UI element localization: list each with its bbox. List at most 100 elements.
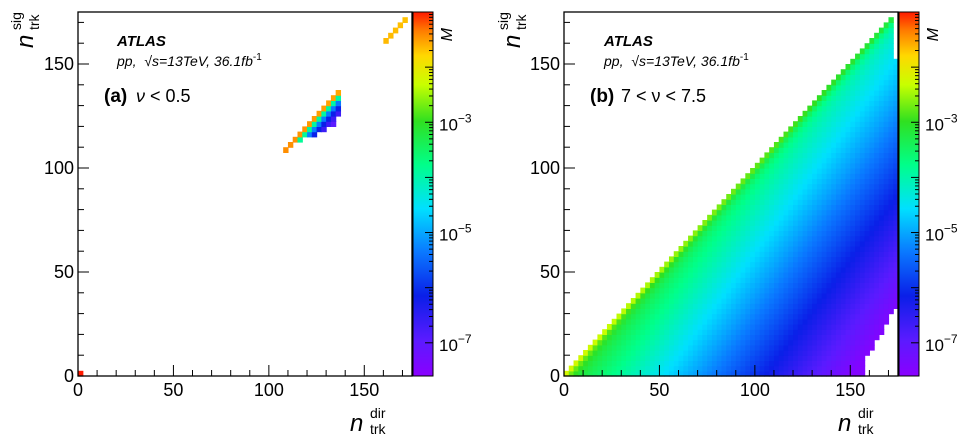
heatmap-cell-b xyxy=(702,220,707,226)
heatmap-cell-b xyxy=(817,256,822,262)
heatmap-cell-b xyxy=(860,106,865,112)
heatmap-cell-b xyxy=(817,158,822,164)
heatmap-cell-b xyxy=(760,272,765,278)
heatmap-cell-b xyxy=(712,319,717,325)
heatmap-cell-b xyxy=(874,204,879,210)
heatmap-cell-b xyxy=(869,282,874,288)
heatmap-cell-b xyxy=(769,230,774,236)
heatmap-cell-b xyxy=(698,241,703,247)
heatmap-cell-b xyxy=(721,210,726,216)
heatmap-cell-b xyxy=(803,366,808,372)
heatmap-cell-b xyxy=(707,288,712,294)
heatmap-cell-b xyxy=(755,246,760,252)
heatmap-cell-b xyxy=(626,324,631,330)
heatmap-cell-b xyxy=(831,158,836,164)
heatmap-cell-b xyxy=(874,80,879,86)
heatmap-cell-b xyxy=(721,267,726,273)
heatmap-cell-b xyxy=(688,314,693,320)
heatmap-cell-b xyxy=(855,215,860,221)
heatmap-cell-b xyxy=(803,204,808,210)
heatmap-cell-b xyxy=(817,100,822,106)
heatmap-cell-b xyxy=(702,272,707,278)
energy-label-a: pp, √s=13TeV, 36.1fb-1 xyxy=(116,52,262,69)
heatmap-cell-b xyxy=(807,293,812,299)
heatmap-cell-b xyxy=(679,251,684,257)
heatmap-cell-b xyxy=(702,308,707,314)
heatmap-cell-b xyxy=(602,340,607,346)
heatmap-cell-b xyxy=(865,137,870,143)
heatmap-cell-b xyxy=(836,340,841,346)
heatmap-cell-b xyxy=(764,178,769,184)
heatmap-cell-b xyxy=(874,168,879,174)
heatmap-cell-b xyxy=(698,345,703,351)
heatmap-cell-b xyxy=(855,74,860,80)
heatmap-cell-b xyxy=(836,194,841,200)
heatmap-cell-b xyxy=(850,126,855,132)
heatmap-cell-b xyxy=(683,277,688,283)
heatmap-cell-b xyxy=(831,106,836,112)
heatmap-cell-b xyxy=(860,90,865,96)
heatmap-cell-b xyxy=(846,210,851,216)
heatmap-cell-b xyxy=(860,241,865,247)
heatmap-cell-b xyxy=(597,334,602,340)
heatmap-cell-b xyxy=(884,95,889,101)
heatmap-cell-b xyxy=(817,345,822,351)
heatmap-cell-b xyxy=(826,111,831,117)
heatmap-cell-b xyxy=(755,204,760,210)
heatmap-cell-b xyxy=(760,230,765,236)
heatmap-cell-b xyxy=(826,137,831,143)
heatmap-cell-b xyxy=(702,340,707,346)
y-tick-label-a: 0 xyxy=(64,366,74,386)
heatmap-cell-b xyxy=(688,251,693,257)
heatmap-cell-b xyxy=(831,298,836,304)
heatmap-cell-b xyxy=(831,319,836,325)
heatmap-cell-b xyxy=(616,334,621,340)
heatmap-cell-b xyxy=(865,69,870,75)
heatmap-cell-b xyxy=(860,282,865,288)
heatmap-cell-b xyxy=(683,241,688,247)
heatmap-cell-b xyxy=(846,69,851,75)
heatmap-cell-b xyxy=(850,85,855,91)
heatmap-cell-b xyxy=(745,210,750,216)
heatmap-cell-b xyxy=(745,178,750,184)
heatmap-cell-b xyxy=(769,210,774,216)
heatmap-cell-b xyxy=(683,282,688,288)
heatmap-cell-b xyxy=(726,241,731,247)
heatmap-cell-b xyxy=(798,355,803,361)
heatmap-cell-b xyxy=(698,350,703,356)
heatmap-cell-b xyxy=(836,85,841,91)
heatmap-cell-b xyxy=(745,366,750,372)
heatmap-cell-b xyxy=(884,152,889,158)
heatmap-cell-b xyxy=(874,298,879,304)
heatmap-cell-b xyxy=(636,298,641,304)
heatmap-cell-b xyxy=(755,194,760,200)
heatmap-cell-b xyxy=(683,355,688,361)
heatmap-cell-b xyxy=(841,319,846,325)
heatmap-cell-b xyxy=(750,204,755,210)
heatmap-cell-b xyxy=(645,293,650,299)
heatmap-cell-b xyxy=(879,132,884,138)
heatmap-cell-b xyxy=(831,241,836,247)
heatmap-cell-b xyxy=(640,298,645,304)
heatmap-cell-b xyxy=(726,350,731,356)
heatmap-cell-b xyxy=(674,288,679,294)
heatmap-cell-b xyxy=(588,360,593,366)
heatmap-cell-b xyxy=(712,334,717,340)
heatmap-cell-b xyxy=(874,95,879,101)
heatmap-cell-b xyxy=(745,329,750,335)
heatmap-cell-b xyxy=(869,189,874,195)
heatmap-cell-b xyxy=(874,324,879,330)
heatmap-cell-b xyxy=(874,230,879,236)
heatmap-cell-b xyxy=(807,334,812,340)
heatmap-cell-b xyxy=(764,340,769,346)
heatmap-cell-b xyxy=(741,314,746,320)
heatmap-cell-b xyxy=(879,184,884,190)
heatmap-cell-b xyxy=(846,345,851,351)
heatmap-a xyxy=(78,17,408,376)
heatmap-cell-b xyxy=(645,360,650,366)
heatmap-cell-b xyxy=(822,194,827,200)
heatmap-cell-b xyxy=(779,350,784,356)
experiment-label-b: ATLAS xyxy=(603,33,653,50)
heatmap-cell-b xyxy=(698,262,703,268)
heatmap-cell-b xyxy=(588,350,593,356)
